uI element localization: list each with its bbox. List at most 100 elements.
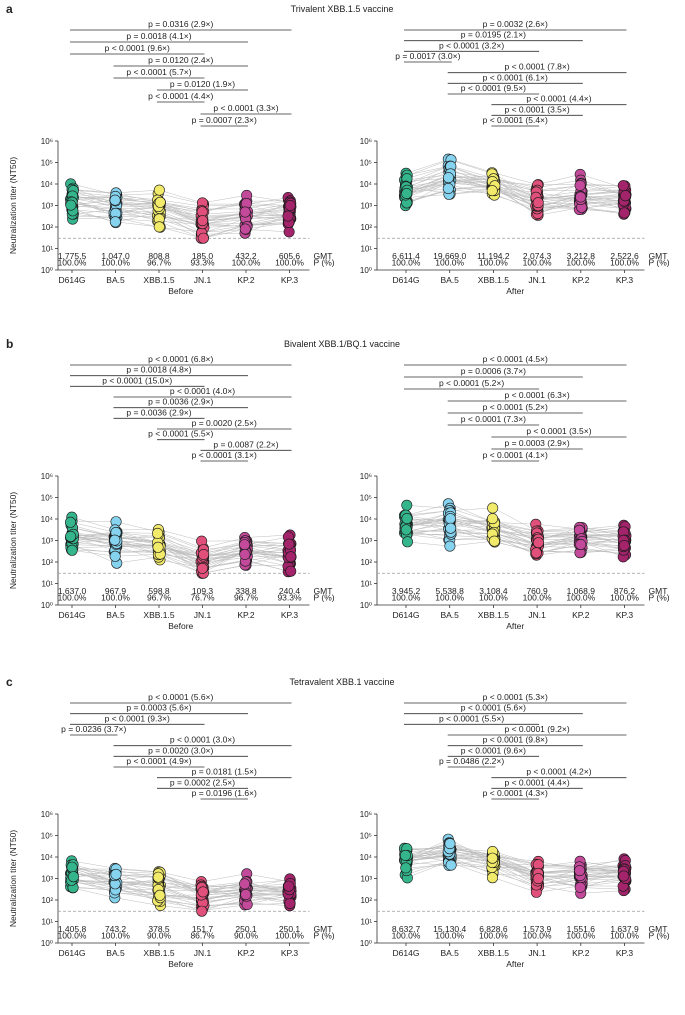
- donor-line: [71, 202, 290, 227]
- gmt-value-XBB.1.5: 3,108.4: [479, 586, 508, 596]
- x-tick-label-XBB.1.5: XBB.1.5: [478, 275, 509, 285]
- x-tick-label-KP.3: KP.3: [281, 610, 299, 620]
- point-KP.2: [239, 206, 251, 218]
- donor-line: [405, 856, 625, 890]
- donor-line: [71, 535, 290, 564]
- gmt-value-KP.2: 432.2: [235, 251, 257, 261]
- point-JN.1: [196, 905, 208, 917]
- positive-rate-XBB.1.5: 100.0%: [479, 593, 508, 603]
- gmt-value-JN.1: 151.7: [192, 924, 214, 934]
- comparison-label: p = 0.0087 (2.2×): [213, 439, 278, 449]
- positive-rate-D614G: 100.0%: [58, 258, 87, 268]
- gmt-value-KP.3: 1,637.9: [610, 924, 639, 934]
- comparisons: p < 0.0001 (6.8×)p = 0.0018 (4.8×)p < 0.…: [70, 354, 292, 462]
- donor-line: [405, 505, 625, 532]
- point-D614G: [401, 512, 413, 524]
- comparison-label: p = 0.0196 (1.6×): [192, 788, 257, 798]
- positive-label: P (%): [649, 931, 670, 941]
- point-XBB.1.5: [486, 185, 498, 197]
- point-BA.5: [444, 540, 456, 552]
- gmt-label: GMT: [314, 586, 333, 596]
- positive-rate-XBB.1.5: 100.0%: [479, 931, 508, 941]
- point-XBB.1.5: [152, 527, 164, 539]
- donor-line: [405, 178, 625, 193]
- gmt-value-D614G: 3,945.2: [392, 586, 421, 596]
- comparison-label: p = 0.0002 (2.5×): [170, 777, 235, 787]
- positive-rate-BA.5: 100.0%: [435, 258, 464, 268]
- donor-line: [71, 537, 290, 567]
- point-D614G: [399, 849, 411, 861]
- gmt-value-KP.3: 250.1: [279, 924, 301, 934]
- gmt-label: GMT: [649, 586, 668, 596]
- point-D614G: [66, 861, 78, 873]
- x-tick-label-KP.2: KP.2: [237, 275, 255, 285]
- point-KP.3: [284, 897, 296, 909]
- comparisons: p < 0.0001 (5.6×)p = 0.0003 (5.6×)p < 0.…: [61, 692, 292, 800]
- x-axis-title: After: [506, 621, 524, 631]
- x-tick-label-KP.3: KP.3: [281, 275, 299, 285]
- y-tick-label: 10⁴: [41, 515, 54, 524]
- comparison-label: p < 0.0001 (4.2×): [526, 767, 591, 777]
- x-tick-label-BA.5: BA.5: [440, 275, 459, 285]
- y-tick-label: 10⁴: [360, 515, 373, 524]
- donor-line: [405, 181, 625, 201]
- x-axis-title: Before: [168, 621, 193, 631]
- panel-title: Tetravalent XBB.1 vaccine: [289, 677, 394, 687]
- comparison-label: p < 0.0001 (15.0×): [102, 375, 172, 385]
- point-XBB.1.5: [488, 535, 500, 547]
- comparison-label: p = 0.0036 (2.9×): [148, 397, 213, 407]
- positive-rate-D614G: 100.0%: [58, 593, 87, 603]
- comparison-label: p < 0.0001 (5.6×): [461, 703, 526, 713]
- comparison-label: p = 0.0017 (3.0×): [395, 51, 460, 61]
- donor-line: [405, 510, 625, 541]
- x-tick-label-XBB.1.5: XBB.1.5: [143, 275, 174, 285]
- comparison-label: p = 0.0007 (2.3×): [192, 115, 257, 125]
- positive-rate-XBB.1.5: 100.0%: [479, 258, 508, 268]
- positive-rate-JN.1: 86.7%: [190, 931, 215, 941]
- y-tick-label: 10²: [360, 558, 372, 567]
- x-tick-label-JN.1: JN.1: [528, 275, 546, 285]
- point-D614G: [400, 524, 412, 536]
- positive-rate-KP.2: 100.0%: [566, 931, 595, 941]
- x-tick-label-KP.3: KP.3: [616, 948, 634, 958]
- donor-line: [405, 847, 625, 870]
- y-tick-label: 10⁰: [41, 601, 53, 610]
- y-axis-title: Neutralization titer (NT50): [8, 492, 18, 589]
- donor-points: [65, 178, 297, 244]
- positive-rate-JN.1: 100.0%: [523, 258, 552, 268]
- comparison-label: p < 0.0001 (4.5×): [483, 354, 548, 364]
- positive-label: P (%): [649, 593, 670, 603]
- x-tick-label-XBB.1.5: XBB.1.5: [478, 948, 509, 958]
- gmt-value-D614G: 1,775.5: [58, 251, 87, 261]
- positive-rate-XBB.1.5: 90.0%: [147, 931, 172, 941]
- comparison-label: p < 0.0001 (5.5×): [439, 713, 504, 723]
- donor-line: [405, 848, 625, 872]
- comparison-label: p = 0.0236 (3.7×): [61, 724, 126, 734]
- donor-line: [405, 534, 625, 556]
- point-BA.5: [109, 550, 121, 562]
- donor-line: [405, 855, 625, 885]
- point-BA.5: [442, 183, 454, 195]
- panel-letter: b: [6, 337, 13, 351]
- point-KP.2: [575, 191, 587, 203]
- donor-line: [405, 171, 625, 195]
- x-tick-label-BA.5: BA.5: [440, 948, 459, 958]
- point-D614G: [65, 516, 77, 528]
- panel-c: c Tetravalent XBB.1 vaccine10⁰10¹10²10³10…: [6, 675, 670, 969]
- gmt-value-XBB.1.5: 11,194.2: [477, 251, 510, 261]
- positive-rate-KP.3: 100.0%: [275, 258, 304, 268]
- x-tick-label-KP.3: KP.3: [616, 610, 634, 620]
- donor-line: [71, 208, 290, 239]
- donor-line: [71, 886, 290, 907]
- point-KP.2: [239, 539, 251, 551]
- donor-line: [405, 178, 625, 214]
- point-KP.2: [574, 865, 586, 877]
- gmt-value-D614G: 1,405.8: [58, 924, 87, 934]
- positive-label: P (%): [314, 931, 335, 941]
- gmt-value-KP.2: 1,068.9: [567, 586, 596, 596]
- donor-lines: [71, 516, 290, 574]
- point-D614G: [400, 862, 412, 874]
- donor-points: [399, 833, 632, 899]
- positive-rate-D614G: 100.0%: [392, 258, 421, 268]
- positive-label: P (%): [649, 258, 670, 268]
